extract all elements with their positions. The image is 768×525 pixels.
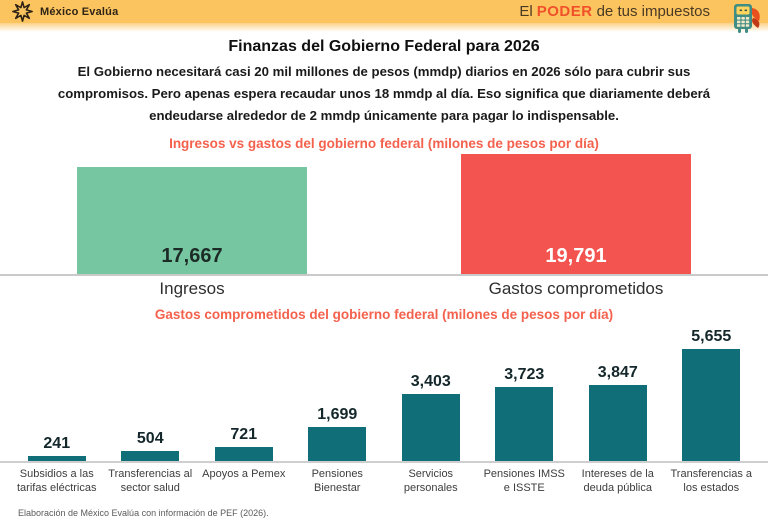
chart2-column-4: 3,403 <box>384 373 478 461</box>
chart1-category-label-1: Gastos comprometidos <box>488 278 664 298</box>
chart2-column-0: 241 <box>10 435 104 461</box>
chart2-value-label-0: 241 <box>43 434 71 452</box>
chart2-category-label-7: Transferencias a los estados <box>670 467 753 494</box>
chart2-column-2: 721 <box>197 426 291 461</box>
chart2-category-label-5: Pensiones IMSS e ISSTE <box>483 467 565 494</box>
chart2-bar-5 <box>495 386 554 461</box>
chart1-category-label-0: Ingresos <box>159 278 225 298</box>
chart2-bar-1 <box>121 450 180 461</box>
chart2-value-label-2: 721 <box>230 425 258 443</box>
chart2-value-label-5: 3,723 <box>504 365 545 383</box>
header-fade <box>0 23 768 32</box>
chart2-value-label-3: 1,699 <box>317 405 358 423</box>
chart2-category-label-0: Subsidios a las tarifas eléctricas <box>17 467 97 494</box>
chart2-category-label-4: Servicios personales <box>403 467 458 494</box>
chart1-bar-1: 19,791 <box>461 153 691 274</box>
chart2-column-5: 3,723 <box>478 366 572 461</box>
chart2-column-7: 5,655 <box>665 328 759 461</box>
chart2-column-1: 504 <box>104 430 198 461</box>
chart2-column-3: 1,699 <box>291 406 385 461</box>
committed-spending-chart-plot: 241 504 721 1,699 3,403 3,723 3,847 5,655 <box>0 328 768 463</box>
committed-spending-chart-labels: Subsidios a las tarifas eléctricas Transf… <box>0 467 768 496</box>
slogan-suffix: de tus impuestos <box>596 3 710 20</box>
chart1-column-1: 19,791 <box>384 153 768 274</box>
mexico-evalua-star-icon <box>12 1 33 22</box>
income-expense-chart-labels: Ingresos Gastos comprometidos <box>0 279 768 299</box>
slogan-prefix: El <box>519 3 533 20</box>
chart2-bar-2 <box>214 446 273 461</box>
brand-name: México Evalúa <box>40 5 119 18</box>
chart1-bar-0: 17,667 <box>77 166 307 274</box>
chart2-value-label-4: 3,403 <box>410 372 451 390</box>
intro-paragraph: El Gobierno necesitará casi 20 mil millo… <box>57 64 711 124</box>
committed-spending-chart: 241 504 721 1,699 3,403 3,723 3,847 5,655 Subsi… <box>0 328 768 496</box>
chart2-bar-6 <box>588 384 647 461</box>
brand: México Evalúa <box>12 1 118 22</box>
slogan: El PODER de tus impuestos <box>519 3 756 20</box>
chart2-value-label-6: 3,847 <box>597 363 638 381</box>
chart2-category-label-2: Apoyos a Pemex <box>202 467 286 480</box>
slogan-highlight: PODER <box>536 3 593 20</box>
header-bar: México Evalúa El PODER de tus impuestos <box>0 0 768 33</box>
chart2-bar-0 <box>27 455 86 461</box>
chart2-bar-7 <box>682 348 741 461</box>
income-expense-chart-plot: 17,667 19,791 <box>0 153 768 276</box>
chart1-column-0: 17,667 <box>0 156 384 274</box>
chart1-value-label-0: 17,667 <box>161 244 223 267</box>
chart2-column-6: 3,847 <box>571 364 665 461</box>
chart1-value-label-1: 19,791 <box>545 244 607 267</box>
chart2-title: Gastos comprometidos del gobierno federa… <box>154 306 614 322</box>
chart2-category-label-6: Intereses de la deuda pública <box>581 467 654 494</box>
calculator-mascot-icon <box>728 2 762 39</box>
chart2-bar-4 <box>401 393 460 461</box>
source-note: Elaboración de México Evalúa con informa… <box>18 508 269 518</box>
chart2-value-label-1: 504 <box>136 429 164 447</box>
chart1-title: Ingresos vs gastos del gobierno federal … <box>169 135 599 151</box>
chart2-bar-3 <box>308 426 367 461</box>
page-title: Finanzas del Gobierno Federal para 2026 <box>228 38 540 55</box>
chart2-value-label-7: 5,655 <box>691 327 732 345</box>
chart2-category-label-1: Transferencias al sector salud <box>108 467 193 494</box>
chart2-category-label-3: Pensiones Bienestar <box>311 467 363 494</box>
